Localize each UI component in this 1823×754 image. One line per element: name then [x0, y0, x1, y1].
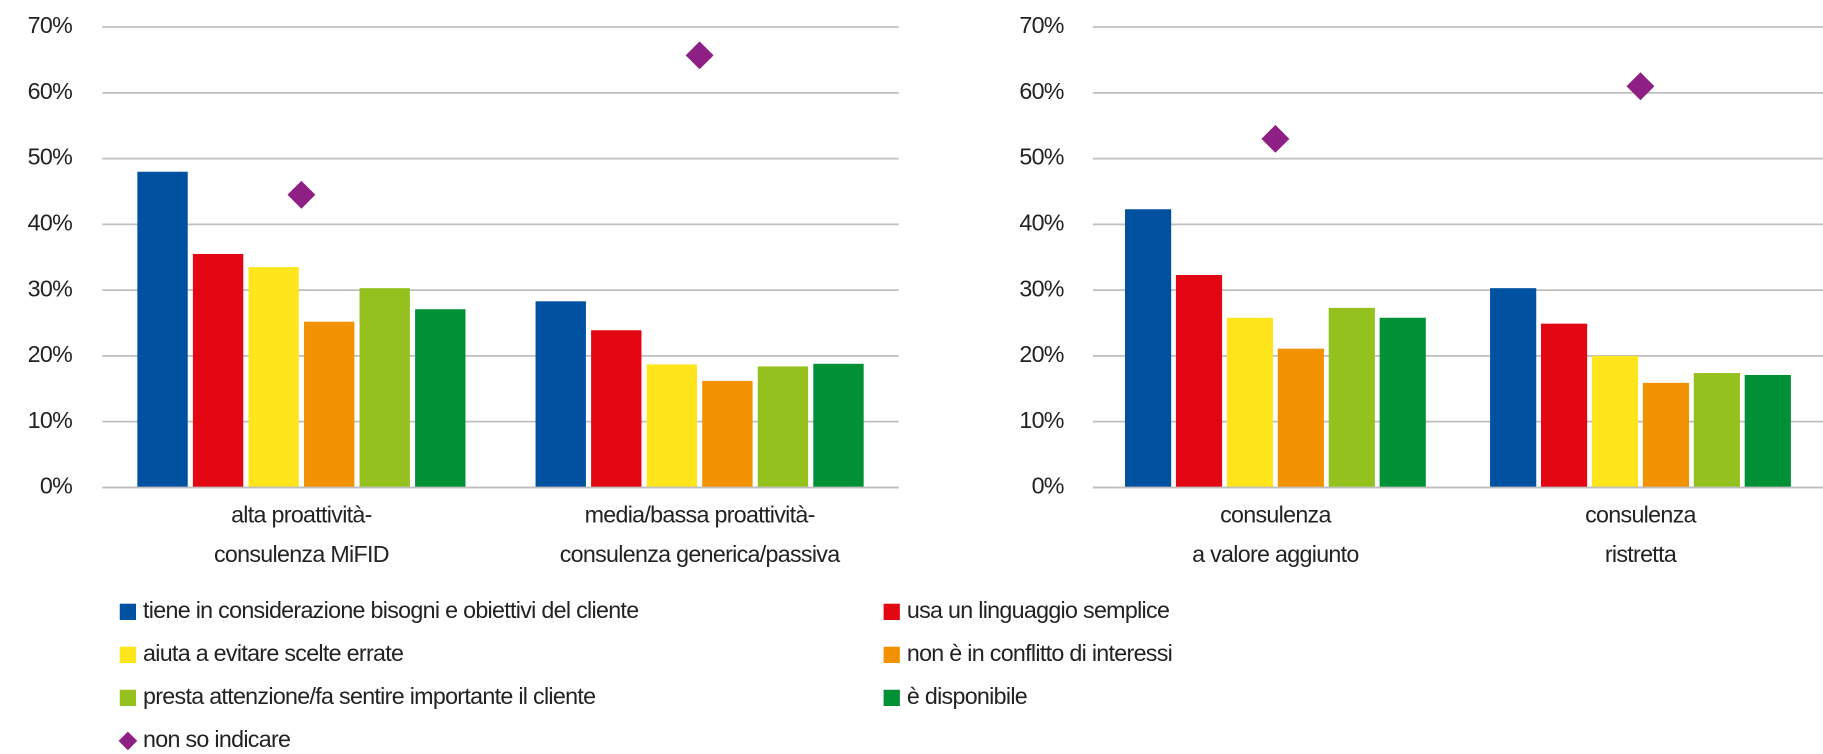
bar [1175, 275, 1223, 488]
bar [591, 330, 642, 488]
legend-swatch [883, 603, 900, 620]
x-tick-label: consulenza [1585, 502, 1696, 528]
x-tick-label: media/bassa proattività- [585, 502, 815, 528]
bar [702, 380, 753, 488]
bar [757, 366, 809, 488]
diamond-marker [1626, 72, 1655, 101]
y-tick-label: 50% [1019, 144, 1063, 170]
bar [359, 288, 410, 488]
x-tick-label: a valore aggiunto [1192, 541, 1359, 567]
y-tick-label: 30% [28, 275, 72, 301]
bar [1124, 209, 1172, 488]
y-tick-label: 70% [28, 12, 72, 38]
bar [303, 321, 355, 488]
y-tick-label: 70% [1019, 12, 1063, 38]
legend-swatch [883, 646, 900, 664]
legend-label: presta attenzione/fa sentire importante … [143, 683, 595, 709]
bar [1642, 382, 1690, 488]
y-tick-label: 20% [1019, 341, 1063, 367]
legend-swatch [883, 689, 900, 707]
legend-label: non è in conflitto di interessi [907, 640, 1172, 666]
x-tick-label: alta proattività- [231, 502, 372, 528]
y-tick-label: 0% [40, 473, 72, 499]
y-tick-label: 0% [1032, 473, 1064, 499]
bar [248, 267, 299, 488]
bar [813, 363, 864, 488]
bar [535, 301, 586, 488]
bar [1379, 317, 1426, 488]
bar [1328, 307, 1375, 488]
y-tick-label: 40% [28, 210, 72, 236]
bar [415, 309, 466, 488]
bar [1540, 323, 1588, 488]
x-tick-label: ristretta [1605, 541, 1677, 567]
legend-label: aiuta a evitare scelte errate [143, 640, 403, 666]
legend-label: è disponibile [907, 683, 1027, 709]
diamond-marker [1261, 124, 1290, 153]
y-tick-label: 30% [1019, 275, 1063, 301]
legend-label: usa un linguaggio semplice [907, 597, 1169, 623]
y-tick-label: 40% [1019, 210, 1063, 236]
x-tick-label: consulenza [1220, 502, 1331, 528]
bar [1693, 373, 1740, 488]
bar [1226, 317, 1274, 488]
y-tick-label: 60% [1019, 78, 1063, 104]
diamond-marker [685, 41, 714, 70]
y-tick-label: 20% [28, 341, 72, 367]
bar [137, 171, 188, 488]
bar [646, 364, 698, 488]
legend-marker [118, 731, 138, 751]
legend-label: non so indicare [143, 726, 290, 752]
bar [1490, 288, 1537, 488]
y-tick-label: 60% [28, 78, 72, 104]
y-tick-label: 50% [28, 144, 72, 170]
legend-label: tiene in considerazione bisogni e obiett… [143, 597, 638, 623]
x-tick-label: consulenza MiFID [214, 541, 389, 567]
bar [1591, 355, 1639, 488]
x-tick-label: consulenza generica/passiva [560, 541, 840, 567]
legend-swatch [119, 603, 137, 620]
legend-swatch [119, 689, 137, 707]
diamond-marker [287, 180, 316, 209]
y-tick-label: 10% [1019, 407, 1063, 433]
y-tick-label: 10% [28, 407, 72, 433]
bar [1277, 348, 1324, 488]
legend-swatch [119, 646, 137, 664]
bar [1744, 374, 1791, 488]
bar [192, 253, 244, 488]
